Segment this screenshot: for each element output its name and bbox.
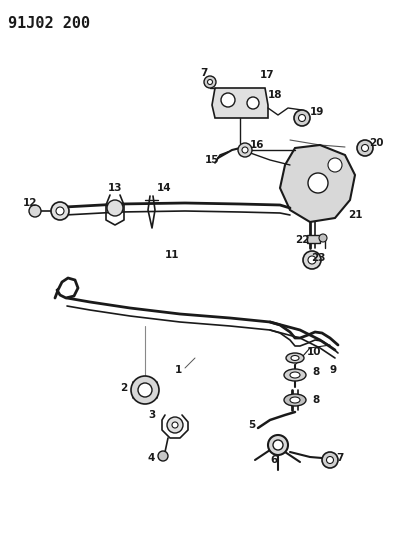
Text: 6: 6	[270, 455, 277, 465]
Circle shape	[167, 417, 183, 433]
Circle shape	[131, 376, 159, 404]
Ellipse shape	[286, 353, 304, 363]
Ellipse shape	[284, 369, 306, 381]
Text: 7: 7	[200, 68, 207, 78]
Text: 15: 15	[205, 155, 219, 165]
Circle shape	[158, 451, 168, 461]
Text: 8: 8	[312, 395, 319, 405]
Text: 20: 20	[369, 138, 383, 148]
Text: 10: 10	[307, 347, 322, 357]
Text: 16: 16	[250, 140, 265, 150]
Text: 91J02 200: 91J02 200	[8, 16, 90, 31]
Circle shape	[51, 202, 69, 220]
Polygon shape	[280, 145, 355, 222]
Circle shape	[172, 422, 178, 428]
Circle shape	[207, 79, 213, 85]
Text: 21: 21	[348, 210, 363, 220]
Text: 3: 3	[148, 410, 155, 420]
Circle shape	[361, 144, 369, 151]
Circle shape	[29, 205, 41, 217]
Circle shape	[238, 143, 252, 157]
Circle shape	[138, 383, 152, 397]
Text: 4: 4	[148, 453, 155, 463]
Text: 22: 22	[295, 235, 310, 245]
Text: 11: 11	[165, 250, 180, 260]
Text: 5: 5	[248, 420, 255, 430]
Circle shape	[308, 173, 328, 193]
Circle shape	[273, 440, 283, 450]
Circle shape	[294, 110, 310, 126]
Circle shape	[303, 251, 321, 269]
Ellipse shape	[291, 356, 299, 360]
Text: 14: 14	[157, 183, 172, 193]
Text: 9: 9	[330, 365, 337, 375]
Circle shape	[357, 140, 373, 156]
Text: 8: 8	[312, 367, 319, 377]
Text: 1: 1	[175, 365, 182, 375]
Text: 19: 19	[310, 107, 324, 117]
Circle shape	[204, 76, 216, 88]
Ellipse shape	[290, 372, 300, 378]
Circle shape	[308, 256, 316, 264]
Circle shape	[247, 97, 259, 109]
Circle shape	[221, 93, 235, 107]
Text: 18: 18	[268, 90, 282, 100]
Circle shape	[326, 456, 334, 464]
Circle shape	[107, 200, 123, 216]
Text: 2: 2	[120, 383, 127, 393]
Text: 17: 17	[260, 70, 275, 80]
Circle shape	[268, 435, 288, 455]
Ellipse shape	[284, 394, 306, 406]
Text: 23: 23	[311, 253, 326, 263]
Circle shape	[298, 115, 306, 122]
Circle shape	[328, 158, 342, 172]
Ellipse shape	[290, 397, 300, 403]
Circle shape	[56, 207, 64, 215]
Text: 12: 12	[23, 198, 38, 208]
Circle shape	[242, 147, 248, 153]
Circle shape	[322, 452, 338, 468]
Polygon shape	[212, 88, 268, 118]
Text: 13: 13	[108, 183, 122, 193]
Circle shape	[319, 234, 327, 242]
Polygon shape	[307, 235, 320, 243]
Text: 7: 7	[336, 453, 343, 463]
